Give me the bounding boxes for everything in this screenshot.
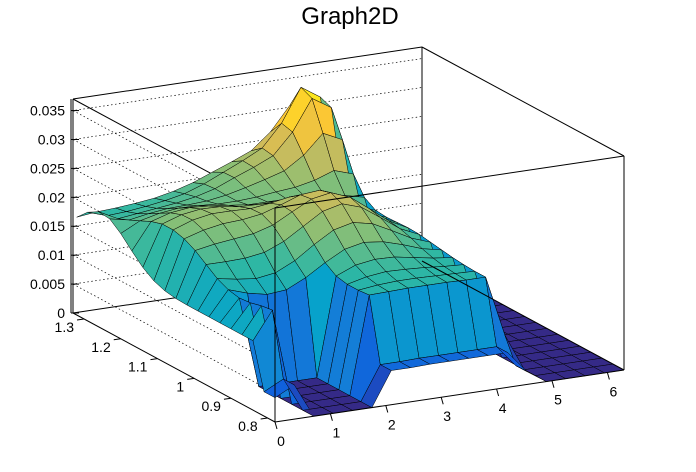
y-tick-label: 0.9 xyxy=(201,398,221,414)
x-tick-label: 3 xyxy=(443,408,451,424)
y-tick-label: 1.3 xyxy=(55,319,75,335)
x-tick xyxy=(385,405,389,413)
z-tick-label: 0.03 xyxy=(38,131,65,147)
x-tick xyxy=(496,388,500,397)
chart-title: Graph2D xyxy=(301,3,398,30)
y-tick xyxy=(113,338,121,341)
y-tick-label: 1.2 xyxy=(91,339,111,355)
front-floor-edge xyxy=(274,369,625,423)
z-tick-label: 0 xyxy=(57,305,65,321)
y-tick xyxy=(76,318,85,321)
y-tick-label: 0.8 xyxy=(238,418,258,434)
right-floor-edge xyxy=(421,260,625,371)
x-tick-label: 5 xyxy=(554,392,562,408)
z-tick-label: 0.02 xyxy=(38,189,65,205)
axes: 0 0.005 0.01 0.015 0.02 0.025 0.03 0.035 0 1 2 3 4 5 6… xyxy=(30,99,617,449)
x-tick-label: 2 xyxy=(388,416,396,432)
z-tick-label: 0.025 xyxy=(30,160,65,176)
right-top-edge xyxy=(421,46,625,157)
x-tick-label: 1 xyxy=(332,425,340,441)
y-tick-label: 1 xyxy=(176,378,184,394)
front-top-edge xyxy=(274,155,625,209)
y-tick-label: 1.1 xyxy=(128,359,148,375)
x-tick-label: 4 xyxy=(499,400,507,416)
front-frame xyxy=(274,155,625,423)
y-tick xyxy=(223,397,231,400)
x-tick-label: 0 xyxy=(277,433,285,449)
x-tick xyxy=(329,413,333,421)
back-top-edge xyxy=(72,46,423,100)
x-tick xyxy=(606,372,610,380)
x-tick-label: 6 xyxy=(609,383,617,399)
x-tick xyxy=(551,380,555,388)
z-tick-label: 0.005 xyxy=(30,276,65,292)
x-tick xyxy=(274,421,278,430)
z-tick-label: 0.01 xyxy=(38,247,65,263)
y-tick xyxy=(150,358,158,361)
x-tick xyxy=(440,397,444,405)
surface-mesh xyxy=(76,87,625,417)
left-floor-edge xyxy=(72,312,276,423)
z-tick-label: 0.015 xyxy=(30,218,65,234)
y-tick xyxy=(260,417,268,420)
y-tick xyxy=(187,377,195,380)
z-tick-label: 0.035 xyxy=(30,103,65,119)
